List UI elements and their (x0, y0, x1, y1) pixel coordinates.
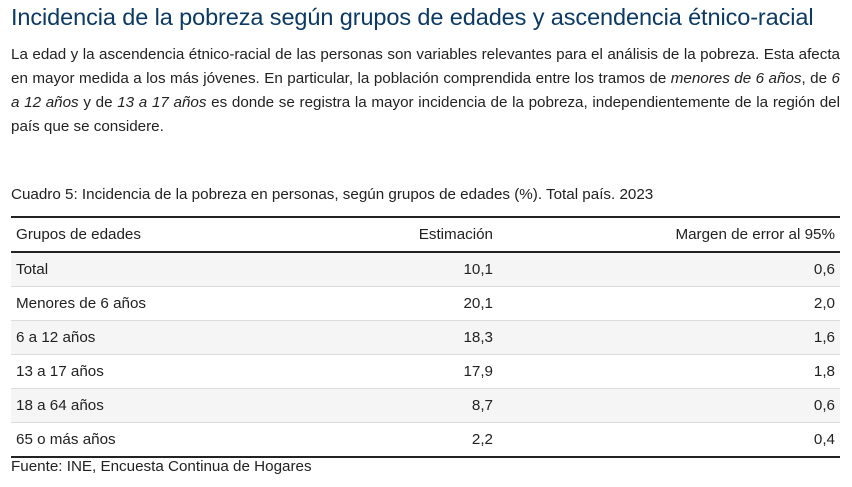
cell-error-margin: 0,6 (498, 388, 840, 423)
table-row: 6 a 12 años 18,3 1,6 (11, 320, 840, 355)
cell-error-margin: 0,4 (498, 422, 840, 457)
cell-estimate: 2,2 (321, 422, 498, 457)
table-source: Fuente: INE, Encuesta Continua de Hogare… (11, 458, 312, 475)
table-row: Total 10,1 0,6 (11, 252, 840, 287)
paragraph-text-1: La edad y la ascendencia étnico-racial d… (11, 46, 840, 87)
cell-age-group: Total (16, 261, 49, 278)
cell-age-group: 13 a 17 años (11, 354, 321, 389)
page-title: Incidencia de la pobreza según grupos de… (11, 4, 814, 30)
paragraph-emphasis-3: 13 a 17 años (117, 94, 207, 111)
paragraph-emphasis-2: 6 a 12 años (11, 70, 840, 111)
cell-age-group: 65 o más años (11, 422, 321, 457)
header-estimate: Estimación (418, 226, 493, 243)
table-header: Grupos de edades Estimación Margen de er… (11, 217, 840, 252)
intro-paragraph: La edad y la ascendencia étnico-racial d… (11, 43, 840, 139)
paragraph-text-2: , de (801, 70, 832, 87)
cell-estimate: 10,1 (463, 261, 493, 278)
table-row: 13 a 17 años 17,9 1,8 (11, 354, 840, 389)
header-age-group: Grupos de edades (16, 226, 141, 243)
cell-age-group: 6 a 12 años (11, 320, 321, 355)
table-body: Total 10,1 0,6 Menores de 6 años 20,1 2,… (11, 252, 840, 457)
cell-error-margin: 2,0 (498, 286, 840, 321)
poverty-table: Grupos de edades Estimación Margen de er… (11, 216, 840, 458)
cell-age-group: 18 a 64 años (11, 388, 321, 423)
table-row: 18 a 64 años 8,7 0,6 (11, 388, 840, 423)
paragraph-emphasis-1: menores de 6 años (670, 70, 802, 87)
table-row: 65 o más años 2,2 0,4 (11, 422, 840, 457)
table-caption: Cuadro 5: Incidencia de la pobreza en pe… (11, 186, 654, 203)
cell-estimate: 18,3 (321, 320, 498, 355)
cell-estimate: 17,9 (321, 354, 498, 389)
cell-error-margin: 0,6 (813, 261, 835, 278)
paragraph-text-4: es donde se registra la mayor incidencia… (11, 94, 840, 135)
cell-error-margin: 1,6 (498, 320, 840, 355)
table-header-row: Grupos de edades Estimación Margen de er… (11, 217, 840, 252)
cell-age-group: Menores de 6 años (11, 286, 321, 321)
header-error-margin: Margen de error al 95% (675, 226, 835, 243)
cell-estimate: 20,1 (321, 286, 498, 321)
cell-error-margin: 1,8 (498, 354, 840, 389)
cell-estimate: 8,7 (321, 388, 498, 423)
table-row: Menores de 6 años 20,1 2,0 (11, 286, 840, 321)
paragraph-text-3: y de (78, 94, 118, 111)
